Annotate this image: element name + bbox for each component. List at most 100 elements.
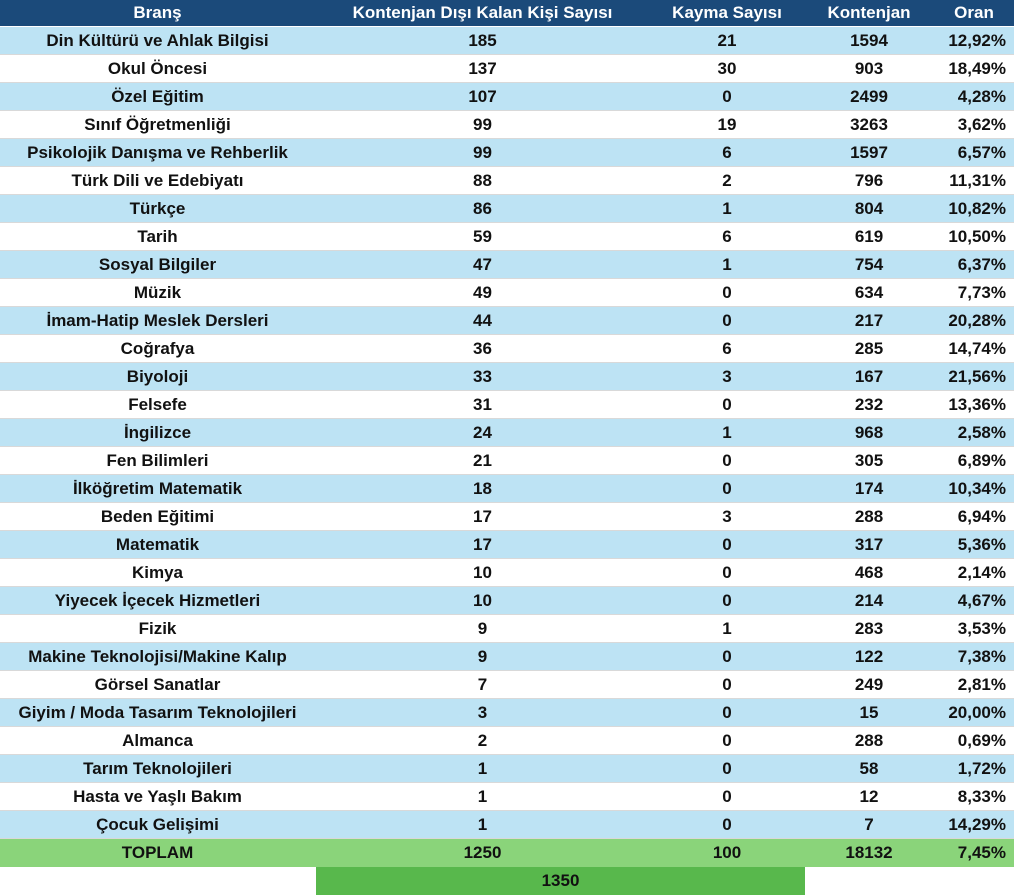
cell-kontenjan-disi: 17 (473, 534, 492, 554)
cell-kontenjan-disi: 59 (473, 226, 492, 246)
table-row: Türk Dili ve Edebiyatı 88 2 796 11,31% (0, 167, 1014, 195)
table-row: Yiyecek İçecek Hizmetleri 10 0 214 4,67% (0, 587, 1014, 615)
table-row: Sınıf Öğretmenliği 99 19 3263 3,62% (0, 111, 1014, 139)
cell-kayma: 1 (722, 618, 732, 638)
header-kayma: Kayma Sayısı (672, 3, 782, 22)
cell-brans: Yiyecek İçecek Hizmetleri (54, 590, 261, 610)
table-row: Müzik 49 0 634 7,73% (0, 279, 1014, 307)
cell-brans: İlköğretim Matematik (72, 478, 243, 498)
cell-kayma: 3 (722, 506, 732, 526)
cell-brans: Çocuk Gelişimi (96, 814, 219, 834)
cell-brans: Hasta ve Yaşlı Bakım (73, 786, 242, 806)
table-row: İngilizce 24 1 968 2,58% (0, 419, 1014, 447)
cell-oran: 6,94% (957, 506, 1006, 526)
cell-kontenjan-disi: 99 (473, 114, 492, 134)
cell-kontenjan: 232 (854, 394, 884, 414)
table-row: Tarım Teknolojileri 1 0 58 1,72% (0, 755, 1014, 783)
cell-kayma: 0 (722, 646, 732, 666)
cell-kontenjan: 1597 (850, 142, 888, 162)
table-row: Coğrafya 36 6 285 14,74% (0, 335, 1014, 363)
cell-kayma: 0 (722, 310, 732, 330)
cell-kontenjan: 634 (854, 282, 884, 302)
table-row: Felsefe 31 0 232 13,36% (0, 391, 1014, 419)
total-oran: 7,45% (957, 843, 1006, 862)
cell-oran: 3,53% (957, 618, 1006, 638)
cell-oran: 10,34% (948, 478, 1006, 498)
cell-kontenjan: 12 (859, 786, 879, 806)
cell-kayma: 0 (722, 814, 732, 834)
table-row: Okul Öncesi 137 30 903 18,49% (0, 55, 1014, 83)
cell-kayma: 21 (717, 30, 737, 50)
cell-oran: 3,62% (957, 114, 1006, 134)
cell-kontenjan: 305 (854, 450, 884, 470)
table-row: Psikolojik Danışma ve Rehberlik 99 6 1597 6,… (0, 139, 1014, 167)
cell-oran: 21,56% (948, 366, 1006, 386)
table-row: Özel Eğitim 107 0 2499 4,28% (0, 83, 1014, 111)
cell-kontenjan: 122 (854, 646, 884, 666)
cell-kontenjan-disi: 47 (473, 254, 492, 274)
cell-brans: Okul Öncesi (107, 58, 208, 78)
cell-oran: 14,29% (948, 814, 1006, 834)
cell-kontenjan-disi: 137 (468, 58, 497, 78)
cell-kayma: 0 (722, 786, 732, 806)
cell-oran: 0,69% (957, 730, 1006, 750)
cell-oran: 20,28% (948, 310, 1006, 330)
table-row: Tarih 59 6 619 10,50% (0, 223, 1014, 251)
cell-kontenjan: 903 (854, 58, 884, 78)
cell-kontenjan-disi: 36 (473, 338, 492, 358)
cell-kontenjan: 796 (854, 170, 884, 190)
cell-brans: Makine Teknolojisi/Makine Kalıp (28, 646, 287, 666)
cell-kayma: 19 (717, 114, 737, 134)
header-oran: Oran (954, 3, 994, 22)
cell-oran: 18,49% (948, 58, 1006, 78)
cell-oran: 2,58% (957, 422, 1006, 442)
cell-oran: 4,28% (957, 86, 1006, 106)
cell-kontenjan-disi: 2 (477, 730, 488, 750)
cell-kontenjan-disi: 1 (477, 814, 488, 834)
cell-oran: 6,57% (957, 142, 1006, 162)
cell-kontenjan-disi: 21 (473, 450, 492, 470)
cell-kayma: 0 (722, 562, 732, 582)
table-row: Giyim / Moda Tasarım Teknolojileri 3 0 15 20… (0, 699, 1014, 727)
cell-kontenjan-disi: 33 (473, 366, 492, 386)
cell-brans: Kimya (131, 562, 184, 582)
cell-kontenjan: 15 (859, 702, 879, 722)
cell-brans: Giyim / Moda Tasarım Teknolojileri (18, 702, 297, 722)
table-row: Hasta ve Yaşlı Bakım 1 0 12 8,33% (0, 783, 1014, 811)
table-row: Beden Eğitimi 17 3 288 6,94% (0, 503, 1014, 531)
cell-kontenjan-disi: 9 (477, 646, 488, 666)
cell-kontenjan-disi: 7 (477, 674, 488, 694)
cell-brans: İngilizce (123, 422, 192, 442)
cell-kontenjan: 285 (854, 338, 884, 358)
cell-oran: 14,74% (948, 338, 1006, 358)
cell-kayma: 0 (722, 394, 732, 414)
cell-brans: Coğrafya (120, 338, 195, 358)
table-row: Almanca 2 0 288 0,69% (0, 727, 1014, 755)
cell-oran: 13,36% (948, 394, 1006, 414)
cell-oran: 20,00% (948, 702, 1006, 722)
cell-kayma: 1 (722, 254, 732, 274)
cell-kontenjan: 249 (854, 674, 884, 694)
total-label: TOPLAM (121, 843, 194, 862)
cell-kontenjan: 7 (864, 814, 874, 834)
cell-kontenjan: 468 (854, 562, 884, 582)
cell-brans: Beden Eğitimi (100, 506, 215, 526)
cell-kayma: 0 (722, 674, 732, 694)
cell-brans: Fizik (138, 618, 177, 638)
cell-brans: Görsel Sanatlar (94, 674, 221, 694)
cell-oran: 2,14% (957, 562, 1006, 582)
cell-kontenjan-disi: 10 (473, 590, 492, 610)
cell-oran: 7,73% (957, 282, 1006, 302)
cell-oran: 10,82% (948, 198, 1006, 218)
header-kontenjan: Kontenjan (827, 3, 911, 22)
cell-kontenjan: 167 (854, 366, 884, 386)
cell-oran: 7,38% (957, 646, 1006, 666)
cell-kontenjan: 288 (854, 730, 884, 750)
cell-oran: 11,31% (949, 170, 1006, 190)
cell-brans: Matematik (115, 534, 200, 554)
table-body: Din Kültürü ve Ahlak Bilgisi 185 21 1594 12,… (0, 27, 1014, 839)
cell-brans: Almanca (122, 730, 193, 750)
cell-kontenjan-disi: 10 (473, 562, 492, 582)
table-header: Branş Kontenjan Dışı Kalan Kişi Sayısı K… (0, 0, 1014, 27)
cell-kontenjan-disi: 9 (477, 618, 488, 638)
